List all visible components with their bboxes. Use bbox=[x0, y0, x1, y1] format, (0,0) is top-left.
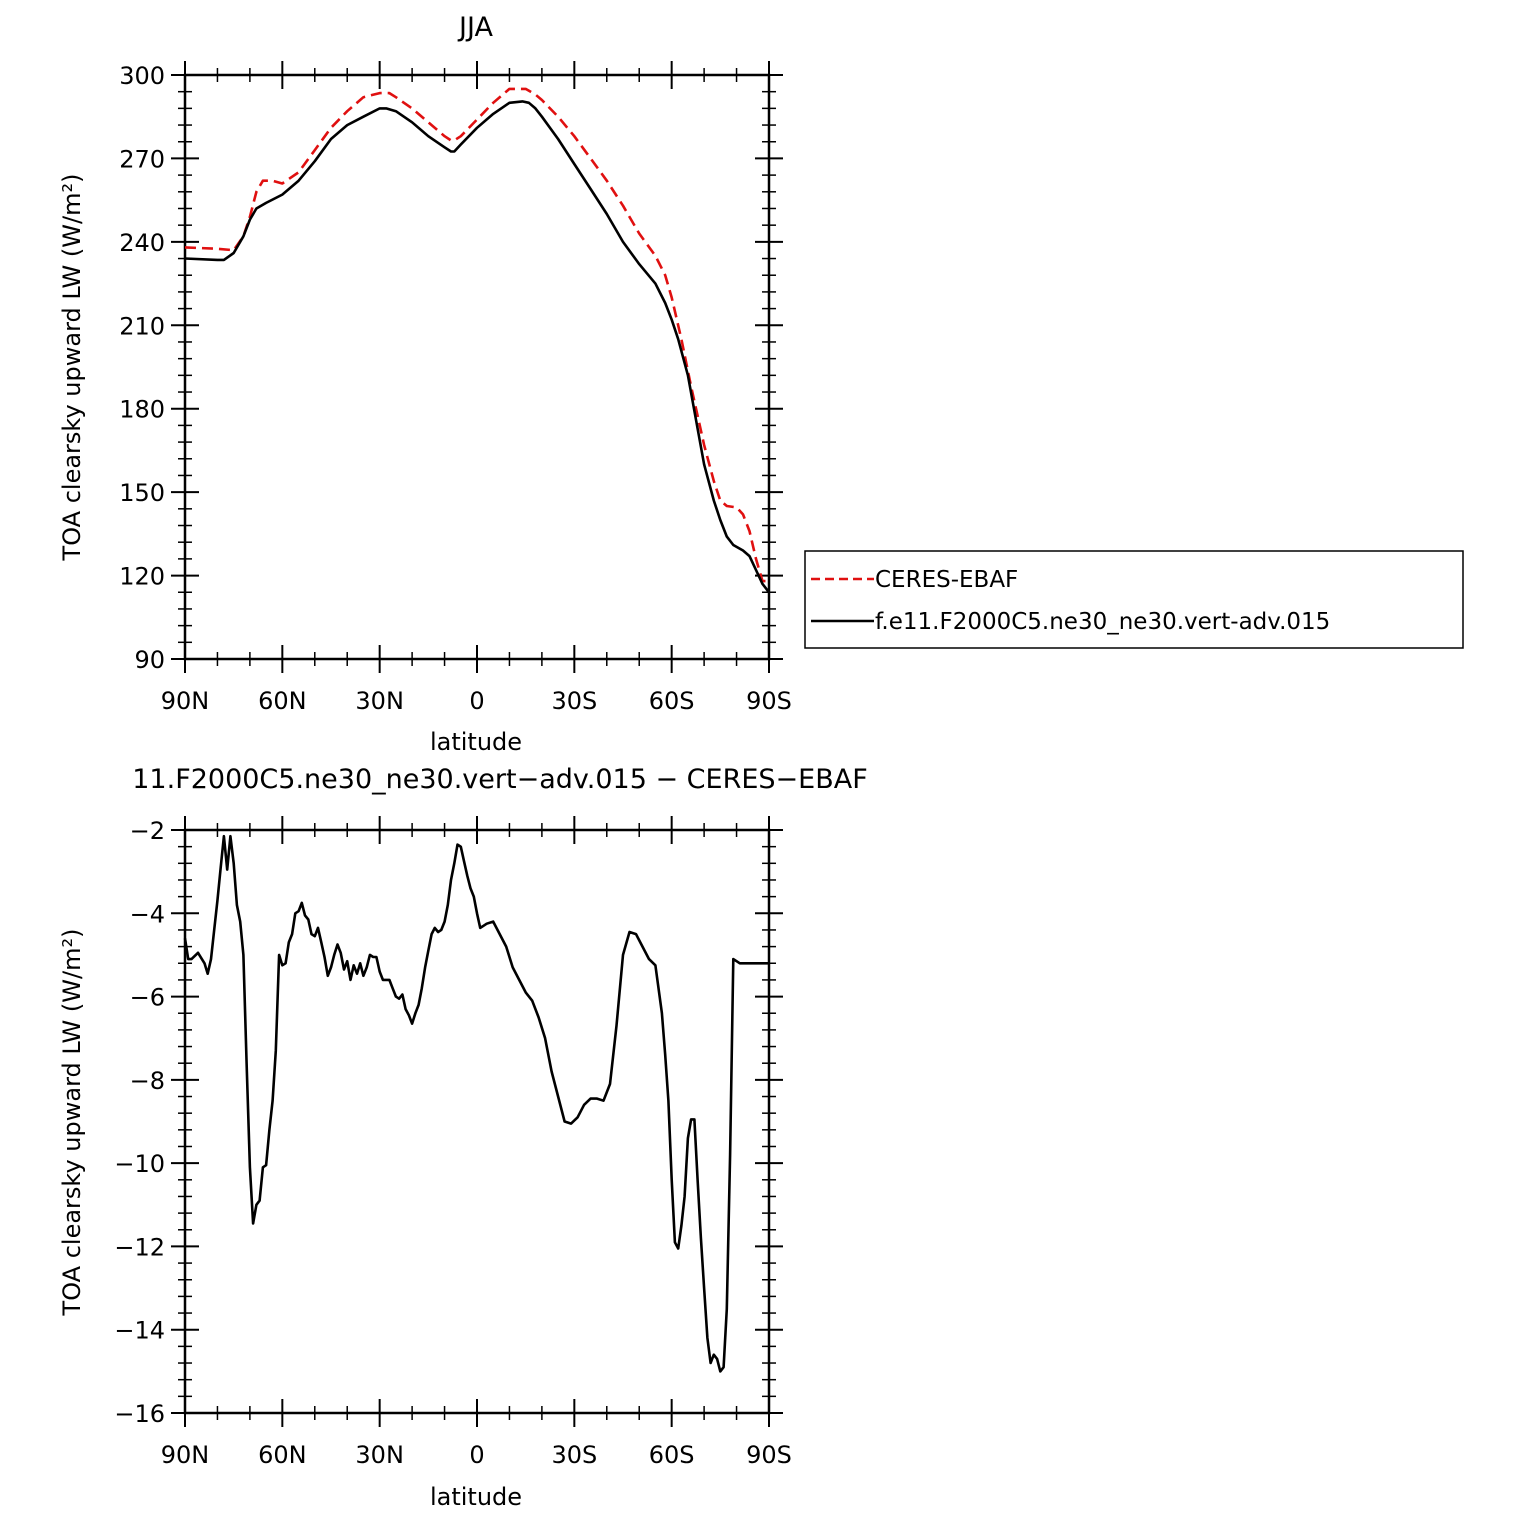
y-tick-label: −8 bbox=[130, 1067, 165, 1095]
x-tick-label: 30S bbox=[551, 687, 597, 715]
y-tick-label: 180 bbox=[119, 396, 165, 424]
y-tick-label: −6 bbox=[130, 984, 165, 1012]
plot-frame bbox=[183, 73, 771, 661]
y-tick-label: 210 bbox=[119, 312, 165, 340]
top-chart-title: JJA bbox=[457, 12, 493, 43]
bottom-plot-area: −16 −14 −12 −10 −8 −6 −4 −2 90N 60N 30N 0 30S 60S 90S bbox=[114, 816, 792, 1469]
x-tick-label: 30N bbox=[355, 1441, 404, 1469]
top-y-axis-label: TOA clearsky upward LW (W/m²) bbox=[58, 174, 86, 562]
top-plot-area: 90 120 150 180 210 240 270 300 90N 60N 30N 0 30S 60S 9… bbox=[119, 61, 792, 715]
x-tick-label: 60N bbox=[258, 687, 307, 715]
x-tick-label: 60S bbox=[649, 1441, 695, 1469]
x-tick-label: 60N bbox=[258, 1441, 307, 1469]
x-tick-label: 90S bbox=[746, 1441, 792, 1469]
bottom-chart-title: 11.F2000C5.ne30_ne30.vert−adv.015 − CERE… bbox=[132, 764, 868, 795]
top-panel: JJA 90 120 150 180 210 240 270 300 90N 60N 30N 0 30S… bbox=[58, 12, 792, 756]
y-tick-label: 120 bbox=[119, 563, 165, 591]
y-tick-label: 90 bbox=[134, 646, 165, 674]
y-tick-label: 300 bbox=[119, 62, 165, 90]
y-tick-label: −12 bbox=[114, 1233, 165, 1261]
x-tick-label: 0 bbox=[469, 687, 484, 715]
y-tick-label: −2 bbox=[130, 817, 165, 845]
x-tick-label: 90S bbox=[746, 687, 792, 715]
x-tick-label: 90N bbox=[161, 687, 210, 715]
legend: CERES-EBAF f.e11.F2000C5.ne30_ne30.vert-… bbox=[804, 550, 1464, 649]
y-tick-label: −4 bbox=[130, 900, 165, 928]
y-tick-label: −14 bbox=[114, 1317, 165, 1345]
legend-label-ceres: CERES-EBAF bbox=[875, 567, 1018, 593]
series-line-f-e11-f2000c5-ne30-ne30-vert-adv-015 bbox=[184, 100, 771, 594]
y-tick-label: 240 bbox=[119, 229, 165, 257]
y-tick-label: −10 bbox=[114, 1150, 165, 1178]
legend-box bbox=[804, 550, 1464, 649]
y-tick-label: 270 bbox=[119, 145, 165, 173]
x-tick-label: 30S bbox=[551, 1441, 597, 1469]
bottom-x-axis-label: latitude bbox=[430, 1483, 522, 1511]
y-tick-label: −16 bbox=[114, 1400, 165, 1428]
x-tick-label: 30N bbox=[355, 687, 404, 715]
legend-label-model: f.e11.F2000C5.ne30_ne30.vert-adv.015 bbox=[875, 609, 1330, 635]
x-tick-label: 60S bbox=[649, 687, 695, 715]
series-line-ceres-ebaf bbox=[184, 87, 769, 583]
series-line-difference bbox=[183, 834, 769, 1373]
x-tick-label: 0 bbox=[469, 1441, 484, 1469]
y-tick-label: 150 bbox=[119, 479, 165, 507]
x-tick-label: 90N bbox=[161, 1441, 210, 1469]
bottom-y-axis-label: TOA clearsky upward LW (W/m²) bbox=[58, 929, 86, 1317]
top-x-axis-label: latitude bbox=[430, 728, 522, 756]
bottom-panel: 11.F2000C5.ne30_ne30.vert−adv.015 − CERE… bbox=[58, 764, 868, 1511]
